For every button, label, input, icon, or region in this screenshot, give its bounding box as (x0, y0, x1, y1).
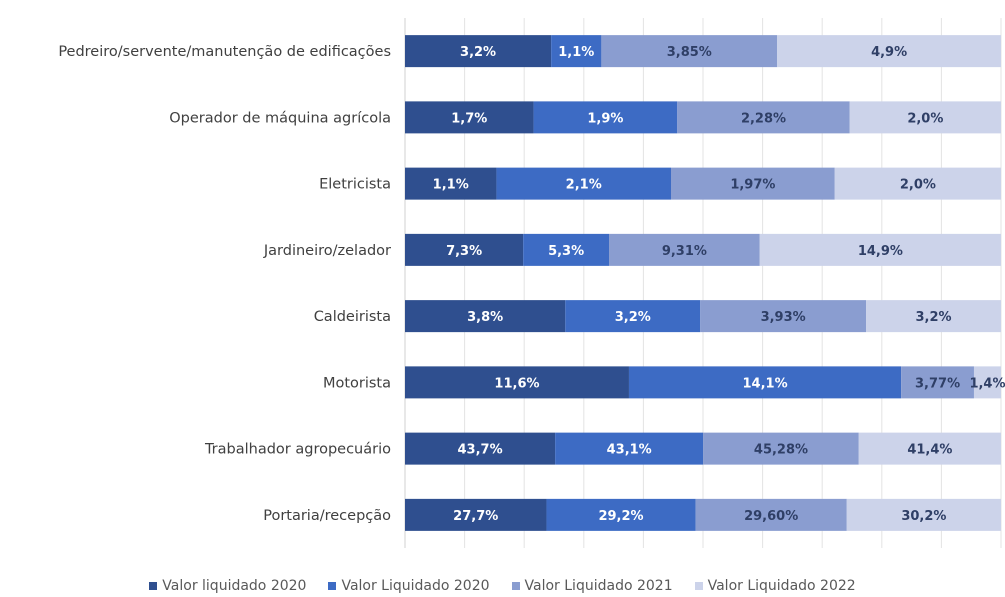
bar-segment (546, 498, 696, 531)
data-label: 3,2% (615, 310, 651, 325)
bar-segment (405, 233, 524, 266)
data-label: 7,3% (446, 244, 482, 259)
legend-swatch (694, 582, 703, 590)
category-label: Trabalhador agropecuário (204, 442, 391, 458)
data-label: 45,28% (754, 443, 808, 458)
category-label: Motorista (323, 375, 391, 391)
bar-segment (834, 167, 1001, 200)
legend-swatch (328, 582, 337, 590)
data-label: 11,6% (494, 376, 539, 391)
legend-label: Valor Liquidado 2021 (524, 578, 673, 594)
data-label: 3,8% (467, 310, 503, 325)
data-label: 14,9% (858, 244, 903, 259)
bar-segment (700, 300, 867, 333)
bar-segment (601, 35, 778, 68)
legend-item: Valor Liquidado 2020 (328, 576, 490, 596)
data-label: 29,2% (598, 509, 643, 524)
data-label: 43,7% (458, 443, 503, 458)
data-label: 14,1% (743, 376, 788, 391)
bar-segment (496, 167, 671, 200)
data-label: 2,0% (907, 111, 943, 126)
data-label: 1,9% (587, 111, 623, 126)
data-label: 2,28% (741, 111, 786, 126)
bar-segment (849, 101, 1001, 134)
data-label: 2,1% (566, 178, 602, 193)
legend-label: Valor Liquidado 2020 (341, 578, 490, 594)
bar-segment (405, 35, 552, 68)
data-label: 9,31% (662, 244, 707, 259)
data-label: 27,7% (453, 509, 498, 524)
bar-segment (405, 167, 497, 200)
bar-segment (565, 300, 701, 333)
category-label: Eletricista (319, 177, 391, 193)
category-label: Caldeirista (314, 309, 391, 325)
bar-segment (677, 101, 850, 134)
bar-segment (405, 101, 534, 134)
bar-segment (405, 432, 556, 465)
data-label: 5,3% (548, 244, 584, 259)
data-label: 1,4% (969, 376, 1005, 391)
bar-segment (670, 167, 835, 200)
legend: Valor liquidado 2020 Valor Liquidado 202… (0, 576, 1005, 596)
bar-segment (901, 366, 974, 399)
category-label: Operador de máquina agrícola (169, 110, 391, 126)
bar-segment (523, 233, 610, 266)
data-label: 41,4% (907, 443, 952, 458)
data-label: 1,1% (558, 45, 594, 60)
data-label: 1,1% (433, 178, 469, 193)
category-label: Portaria/recepção (263, 508, 391, 524)
bar-segment (555, 432, 704, 465)
bar-segment (405, 366, 629, 399)
legend-item: Valor liquidado 2020 (149, 576, 306, 596)
bar-segment (609, 233, 760, 266)
data-label: 3,2% (460, 45, 496, 60)
bars (405, 35, 1001, 531)
labels: Pedreiro/servente/manutenção de edificaç… (58, 44, 1005, 524)
bar-segment (703, 432, 859, 465)
bar-segment (973, 366, 1001, 399)
bar-segment (759, 233, 1001, 266)
legend-label: Valor liquidado 2020 (162, 578, 307, 594)
data-label: 3,2% (915, 310, 951, 325)
bar-segment (533, 101, 678, 134)
bar-segment (777, 35, 1001, 68)
data-label: 29,60% (744, 509, 798, 524)
bar-segment (405, 498, 547, 531)
bar-segment (628, 366, 902, 399)
legend-item: Valor Liquidado 2022 (694, 576, 856, 596)
data-label: 4,9% (871, 45, 907, 60)
bar-segment (405, 300, 566, 333)
legend-label: Valor Liquidado 2022 (707, 578, 856, 594)
data-label: 1,97% (730, 178, 775, 193)
category-label: Pedreiro/servente/manutenção de edificaç… (58, 44, 391, 60)
data-label: 2,0% (900, 178, 936, 193)
bar-segment (551, 35, 602, 68)
data-label: 3,93% (761, 310, 806, 325)
gridlines (404, 18, 1002, 548)
data-label: 30,2% (901, 509, 946, 524)
data-label: 3,85% (667, 45, 712, 60)
data-label: 43,1% (607, 443, 652, 458)
bar-segment (858, 432, 1001, 465)
data-label: 1,7% (451, 111, 487, 126)
legend-swatch (511, 582, 520, 590)
data-label: 3,77% (915, 376, 960, 391)
bar-segment (866, 300, 1001, 333)
legend-item: Valor Liquidado 2021 (511, 576, 673, 596)
bar-segment (695, 498, 847, 531)
legend-swatch (149, 582, 158, 590)
bar-segment (846, 498, 1001, 531)
category-label: Jardineiro/zelador (263, 243, 391, 259)
